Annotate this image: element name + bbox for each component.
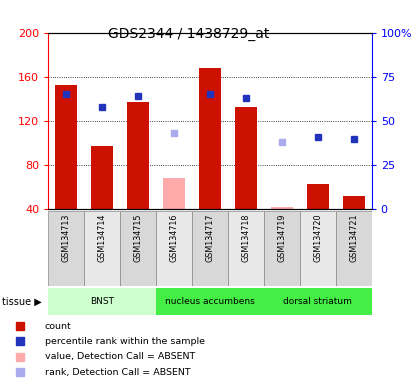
Bar	[192, 211, 228, 286]
Bar	[307, 184, 328, 209]
Text: count: count	[45, 321, 71, 331]
Text: GDS2344 / 1438729_at: GDS2344 / 1438729_at	[108, 27, 270, 41]
Text: GSM134721: GSM134721	[349, 214, 358, 262]
Bar	[264, 211, 300, 286]
Bar	[156, 211, 192, 286]
Bar	[264, 288, 372, 315]
Text: BNST: BNST	[90, 297, 114, 306]
Text: dorsal striatum: dorsal striatum	[284, 297, 352, 306]
Text: GSM134716: GSM134716	[170, 214, 178, 262]
Bar	[163, 179, 185, 209]
Text: GSM134713: GSM134713	[62, 214, 71, 262]
Bar	[343, 196, 365, 209]
Text: GSM134714: GSM134714	[98, 214, 107, 262]
Bar	[199, 68, 221, 209]
Text: rank, Detection Call = ABSENT: rank, Detection Call = ABSENT	[45, 367, 190, 377]
Text: value, Detection Call = ABSENT: value, Detection Call = ABSENT	[45, 352, 195, 361]
Text: GSM134718: GSM134718	[241, 214, 250, 262]
Bar	[228, 211, 264, 286]
Bar	[48, 288, 156, 315]
Bar	[300, 211, 336, 286]
Text: GSM134717: GSM134717	[205, 214, 215, 262]
Bar	[120, 211, 156, 286]
Bar	[127, 102, 149, 209]
Bar	[235, 107, 257, 209]
Bar	[271, 207, 293, 209]
Text: tissue ▶: tissue ▶	[2, 296, 42, 306]
Bar	[48, 211, 84, 286]
Bar	[336, 211, 372, 286]
Bar	[55, 84, 77, 209]
Bar	[84, 211, 120, 286]
Bar	[156, 288, 264, 315]
Text: GSM134715: GSM134715	[134, 214, 143, 262]
Text: GSM134720: GSM134720	[313, 214, 322, 262]
Text: GSM134719: GSM134719	[277, 214, 286, 262]
Bar	[92, 146, 113, 209]
Text: nucleus accumbens: nucleus accumbens	[165, 297, 255, 306]
Text: percentile rank within the sample: percentile rank within the sample	[45, 337, 205, 346]
